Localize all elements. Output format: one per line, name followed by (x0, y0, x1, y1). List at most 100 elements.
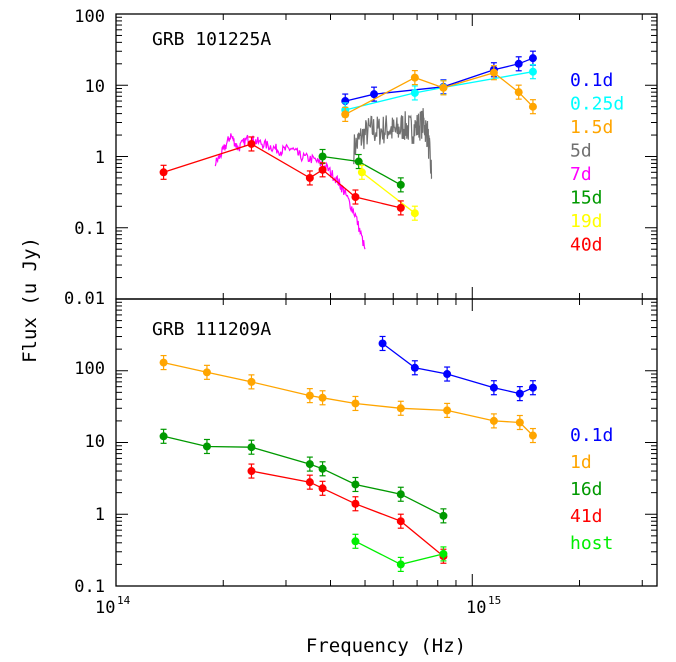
top-y-tick-labels: 0.01 0.1 1 10 100 (64, 7, 105, 309)
series-15d (318, 148, 405, 193)
legend-entry-40d: 40d (570, 235, 603, 256)
data-point (318, 152, 327, 161)
series-host (351, 533, 448, 573)
data-point (354, 157, 363, 166)
y-axis-label: Flux (u Jy) (19, 237, 41, 363)
data-point (439, 549, 448, 558)
data-point (351, 480, 360, 489)
series-line (382, 342, 534, 395)
data-point (351, 537, 360, 546)
bottom-panel-title: GRB 111209A (152, 319, 271, 340)
data-point (318, 464, 327, 473)
data-point (305, 173, 314, 182)
x-tick-mantissa: 10 (466, 598, 486, 618)
data-point (396, 180, 405, 189)
data-point (159, 168, 168, 177)
legend-entry-15d: 15d (570, 188, 603, 209)
y-tick-label: 10 (85, 432, 105, 452)
axis-ticks (115, 14, 657, 587)
legend-entry-1.5d: 1.5d (570, 117, 613, 138)
series-16d (159, 428, 448, 524)
series-0.1d (378, 335, 537, 402)
spectrum-line (353, 108, 433, 180)
series-line (251, 470, 444, 557)
data-point (202, 368, 211, 377)
data-point (305, 460, 314, 469)
data-point (159, 432, 168, 441)
data-point (443, 370, 452, 379)
data-point (202, 442, 211, 451)
data-point (514, 88, 523, 97)
data-point (247, 139, 256, 148)
spectrum-line (214, 133, 366, 250)
data-point (378, 339, 387, 348)
legend-entry-16d: 16d (570, 479, 603, 500)
data-point (351, 399, 360, 408)
series-5d (353, 108, 433, 180)
data-point (396, 404, 405, 413)
data-point (515, 389, 524, 398)
x-tick-label-1e15: 10 15 (466, 594, 501, 618)
data-point (396, 203, 405, 212)
series-41d (247, 463, 448, 564)
data-point (318, 393, 327, 402)
data-point (489, 383, 498, 392)
data-point (443, 406, 452, 415)
x-tick-mantissa: 10 (95, 598, 115, 618)
data-point (351, 193, 360, 202)
series-line (163, 143, 401, 209)
data-point (489, 416, 498, 425)
data-point (528, 431, 537, 440)
y-tick-label: 100 (74, 7, 105, 27)
data-point (410, 88, 419, 97)
data-point (318, 484, 327, 493)
data-point (305, 478, 314, 487)
data-point (439, 511, 448, 520)
series-line (163, 361, 534, 436)
top-panel-title: GRB 101225A (152, 29, 271, 50)
series-1d (159, 354, 537, 444)
series-line (361, 171, 416, 214)
x-tick-label-1e14: 10 14 (95, 594, 131, 618)
data-point (528, 102, 537, 111)
data-point (357, 168, 366, 177)
data-point (410, 209, 419, 218)
series-7d (214, 133, 366, 250)
data-point (318, 165, 327, 174)
x-tick-exponent: 15 (488, 594, 501, 607)
legend-entry-0.1d: 0.1d (570, 425, 613, 446)
legend-entry-41d: 41d (570, 506, 603, 527)
legend-entry-7d: 7d (570, 164, 592, 185)
legend-entry-1d: 1d (570, 452, 592, 473)
data-point (370, 90, 379, 99)
data-point (247, 377, 256, 386)
data-point (247, 467, 256, 476)
data-point (410, 363, 419, 372)
series-1.5d (341, 65, 537, 122)
series-line (163, 435, 444, 517)
x-tick-exponent: 14 (117, 594, 131, 607)
legend-entry-0.25d: 0.25d (570, 94, 624, 115)
data-point (396, 517, 405, 526)
y-tick-label: 1 (95, 148, 105, 168)
y-tick-label: 0.01 (64, 289, 105, 309)
data-point (439, 83, 448, 92)
y-tick-label: 10 (85, 77, 105, 97)
data-point (341, 110, 350, 119)
data-point (528, 67, 537, 76)
y-tick-label: 100 (74, 359, 105, 379)
y-tick-label: 0.1 (74, 219, 105, 239)
data-point (351, 499, 360, 508)
bottom-legend: 0.1d 1d 16d 41d host (570, 425, 613, 554)
y-tick-label: 1 (95, 505, 105, 525)
legend-entry-19d: 19d (570, 211, 603, 232)
data-point (410, 73, 419, 82)
legend-entry-host: host (570, 533, 613, 554)
data-point (396, 560, 405, 569)
data-point (489, 68, 498, 77)
legend-entry-0.1d: 0.1d (570, 70, 613, 91)
bottom-panel-plot-area (159, 335, 537, 573)
data-point (528, 383, 537, 392)
